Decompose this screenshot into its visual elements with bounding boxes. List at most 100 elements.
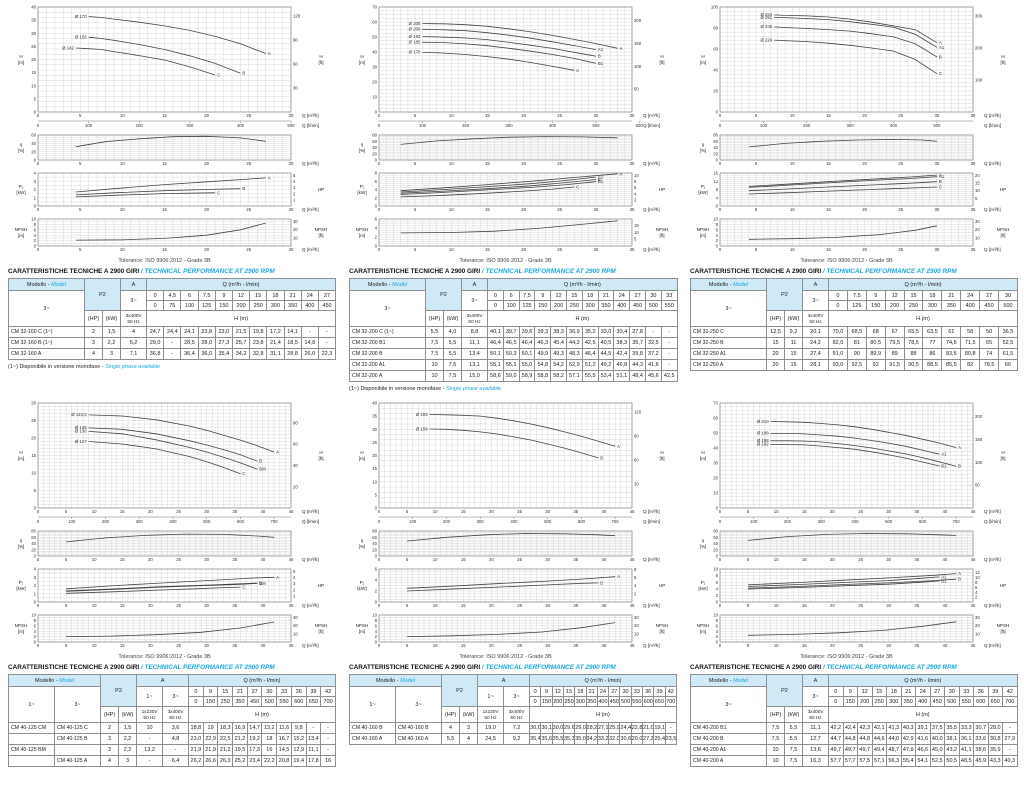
svg-text:NPSH: NPSH xyxy=(656,623,669,628)
hp-value: 3 xyxy=(100,744,120,756)
q-lmin-value: 150 xyxy=(540,696,553,707)
h-value: 14,1 xyxy=(283,326,302,338)
h-value: 35,9 xyxy=(987,744,1003,756)
svg-text:45: 45 xyxy=(289,509,294,514)
h-value: 82 xyxy=(960,359,981,371)
panel-cm-40-160: 0 5 10 15 20 25 30 35 40 45 0 5 10 15 20 25 30 35 40 30 60 90… xyxy=(341,396,682,792)
svg-text:10: 10 xyxy=(92,509,97,514)
svg-text:C: C xyxy=(217,190,220,195)
h-value: 44,8 xyxy=(857,733,873,745)
svg-text:30: 30 xyxy=(886,603,891,608)
q-m3h-value: 39 xyxy=(305,686,322,697)
h-value: 58,9 xyxy=(518,370,536,382)
q-m3h-value: 9 xyxy=(214,290,233,301)
svg-text:70: 70 xyxy=(372,5,377,10)
svg-text:B: B xyxy=(598,177,601,182)
svg-text:C: C xyxy=(242,585,245,590)
q-lmin-row: 0 150 200 250 300 350 400 450 500 550 600 650 700 xyxy=(350,696,677,707)
svg-text:45: 45 xyxy=(289,603,294,608)
svg-text:8: 8 xyxy=(975,580,978,585)
q-lmin-value: 250 xyxy=(903,300,924,311)
amps-value: 7,2 xyxy=(503,722,531,734)
model-name: CM 32-160 A xyxy=(8,348,85,360)
svg-text:100: 100 xyxy=(634,64,642,69)
svg-text:60: 60 xyxy=(634,458,639,463)
svg-text:500: 500 xyxy=(933,123,941,128)
kw-unit: (kW) xyxy=(783,310,804,327)
svg-text:25: 25 xyxy=(517,557,522,562)
p2-header: P2 xyxy=(441,674,479,707)
svg-text:80: 80 xyxy=(372,529,377,534)
svg-text:[m]: [m] xyxy=(700,629,706,634)
amps-value: 11,1 xyxy=(802,722,830,734)
svg-text:300: 300 xyxy=(847,123,855,128)
amps-value: - xyxy=(136,755,164,767)
h-value: 80,5 xyxy=(865,337,886,349)
svg-text:[ft]: [ft] xyxy=(318,629,323,634)
svg-text:10: 10 xyxy=(433,509,438,514)
h-value: 55,1 xyxy=(502,359,520,371)
q-lmin-value: 150 xyxy=(865,300,886,311)
curve-C: C Ø 224 xyxy=(760,37,942,76)
curve-efficiency xyxy=(75,135,266,148)
svg-text:20: 20 xyxy=(148,509,153,514)
svg-text:20: 20 xyxy=(862,247,867,252)
svg-text:0: 0 xyxy=(34,640,37,645)
svg-text:5: 5 xyxy=(414,113,417,118)
svg-text:35: 35 xyxy=(914,643,919,648)
svg-text:[ft]: [ft] xyxy=(1000,629,1005,634)
svg-text:60: 60 xyxy=(293,62,298,67)
svg-text:5: 5 xyxy=(79,113,82,118)
svg-text:30: 30 xyxy=(289,113,294,118)
svg-text:A: A xyxy=(276,575,279,580)
q-lmin-value: 550 xyxy=(276,696,292,707)
performance-table: Modello - Model P2 A Q (m³/h - l/min) 3~ 3~ 0 4… xyxy=(8,278,337,360)
svg-text:8: 8 xyxy=(34,222,37,227)
svg-text:6: 6 xyxy=(375,623,378,628)
hp-value: 2 xyxy=(100,722,120,734)
h-value: 37,5 xyxy=(929,722,945,734)
svg-text:Q [l/min]: Q [l/min] xyxy=(302,519,319,524)
svg-text:16: 16 xyxy=(713,171,718,176)
h-value: 28,0 xyxy=(987,722,1003,734)
svg-text:30: 30 xyxy=(289,207,294,212)
q-m3h-value: 36 xyxy=(290,686,307,697)
svg-text:Q [m³/h]: Q [m³/h] xyxy=(984,643,1001,648)
h-value: - xyxy=(317,326,337,338)
svg-text:0: 0 xyxy=(716,600,719,605)
h-value: 15,2 xyxy=(290,733,307,745)
amps-value: 8,8 xyxy=(461,326,489,338)
hp-value: 12,5 xyxy=(766,326,785,338)
curve-B: B xyxy=(748,577,961,589)
h-value: 48,5 xyxy=(958,755,974,767)
svg-text:100: 100 xyxy=(419,123,427,128)
performance-table: Modello - Model P2 A Q (m³/h - l/min) 1~ 3~ 1~… xyxy=(7,674,336,767)
curve-A1: A1 xyxy=(748,174,945,188)
svg-text:200: 200 xyxy=(102,519,110,524)
svg-text:30: 30 xyxy=(935,207,940,212)
q-m3h-value: 7,5 xyxy=(518,290,536,301)
svg-text:[m]: [m] xyxy=(18,456,24,461)
performance-table: Modello - Model P2 A Q (m³/h - l/min) 1~ 3~ 1~… xyxy=(348,674,677,745)
svg-text:[ft]: [ft] xyxy=(1000,233,1005,238)
h-value: 23,8 xyxy=(197,326,216,338)
amps-value: 10 xyxy=(136,722,164,734)
svg-text:15: 15 xyxy=(485,113,490,118)
curve-B: B xyxy=(75,186,245,196)
h-value: 55,0 xyxy=(518,359,536,371)
svg-text:3: 3 xyxy=(293,185,296,190)
kw-value: 11 xyxy=(783,337,804,349)
svg-text:[%]: [%] xyxy=(18,544,25,549)
q-lmin-row: 0 150 200 250 300 350 400 450 500 550 600 650 700 xyxy=(691,696,1018,707)
h-value: 24,4 xyxy=(163,326,182,338)
q-lmin-value: 300 xyxy=(922,300,943,311)
svg-text:4: 4 xyxy=(375,187,378,192)
svg-text:5: 5 xyxy=(65,643,68,648)
h-value: 26,3 xyxy=(217,755,234,767)
svg-text:6: 6 xyxy=(634,575,637,580)
kw-unit: (kW) xyxy=(783,706,804,723)
h-value: 26,6 xyxy=(202,755,219,767)
svg-text:60: 60 xyxy=(293,442,298,447)
svg-text:[m]: [m] xyxy=(700,456,706,461)
svg-text:20: 20 xyxy=(489,557,494,562)
